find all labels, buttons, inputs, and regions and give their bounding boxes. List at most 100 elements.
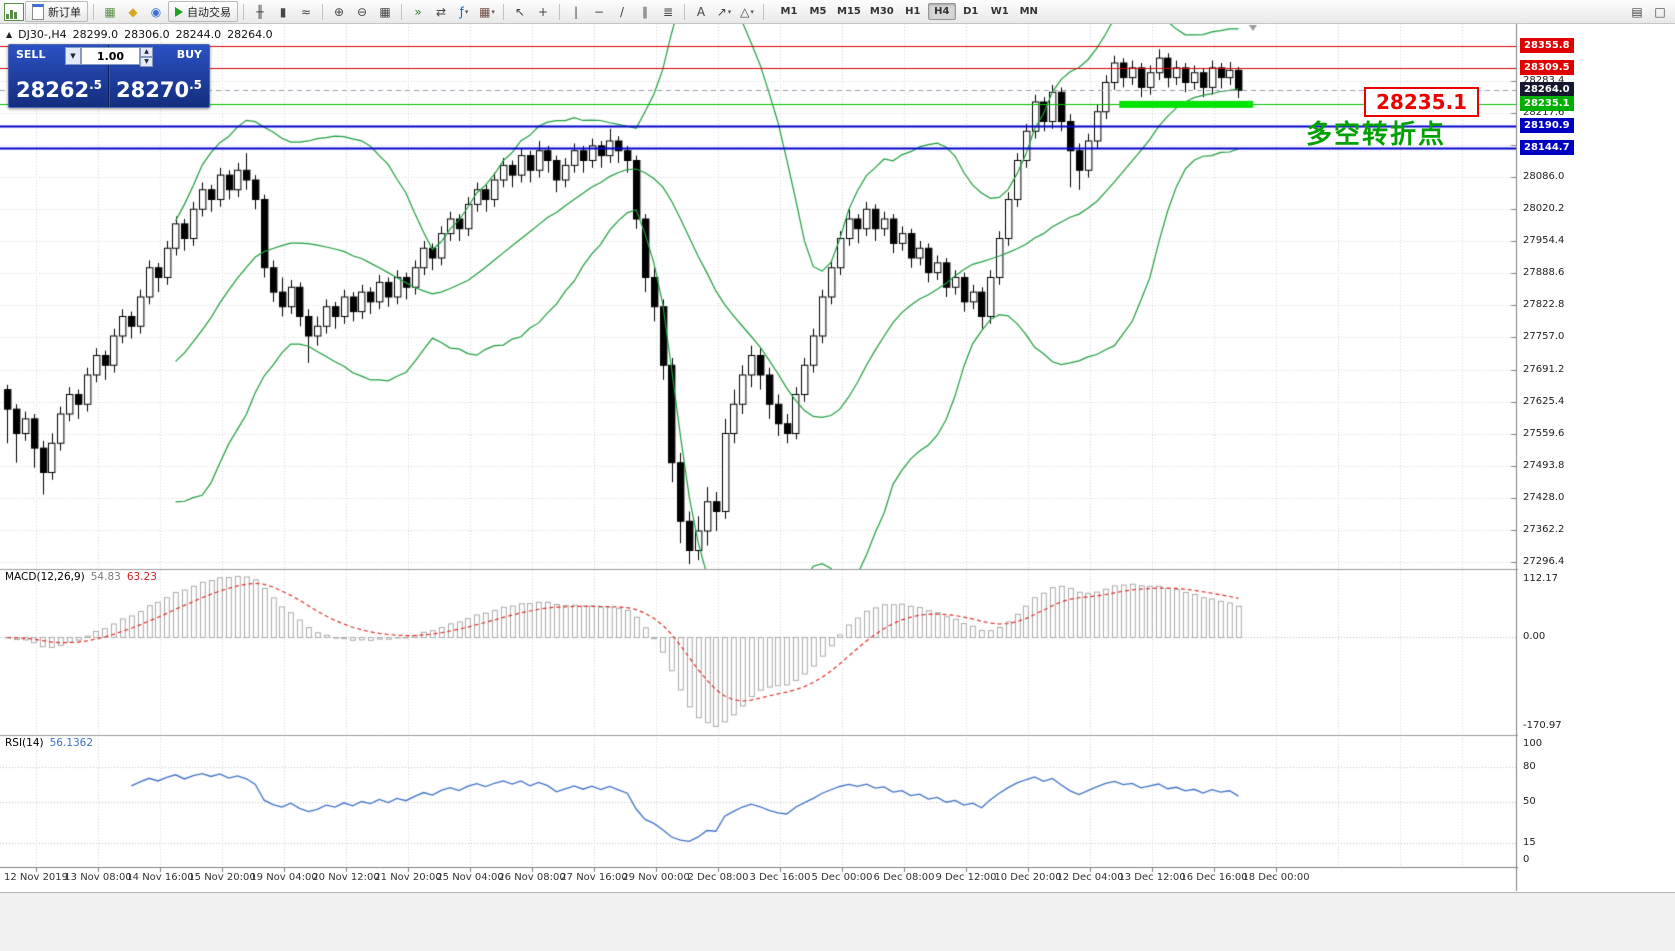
price-grid-label: 27493.8 bbox=[1523, 459, 1565, 471]
volume-input[interactable] bbox=[81, 47, 140, 65]
price-chart-canvas[interactable] bbox=[0, 24, 1518, 891]
arrows-icon[interactable]: ↗ ▾ bbox=[716, 4, 732, 19]
time-axis-label: 6 Dec 08:00 bbox=[873, 872, 935, 883]
time-axis-label: 15 Nov 20:00 bbox=[188, 872, 256, 883]
price-level-badge: 28309.5 bbox=[1520, 60, 1574, 76]
community-icon[interactable]: ◉ bbox=[150, 4, 162, 19]
time-axis-label: 26 Nov 08:00 bbox=[498, 872, 566, 883]
auto-scroll-icon[interactable]: » bbox=[414, 4, 422, 19]
charts-window-icon[interactable]: ▦ bbox=[104, 4, 116, 19]
toolbar-separator bbox=[763, 3, 764, 20]
profiles-icon[interactable]: ◆ bbox=[128, 4, 138, 19]
dropdown-arrow-icon: ▾ bbox=[464, 7, 469, 16]
toolbar-separator bbox=[559, 3, 560, 20]
time-axis-label: 29 Nov 00:00 bbox=[622, 872, 690, 883]
price-grid-label: 28217.6 bbox=[1523, 106, 1565, 118]
timeframe-mn[interactable]: MN bbox=[1019, 6, 1038, 17]
price-grid-label: 27559.6 bbox=[1523, 427, 1565, 439]
time-axis-label: 18 Dec 00:00 bbox=[1242, 872, 1310, 883]
zoom-out-icon[interactable]: ⊖ bbox=[356, 4, 368, 19]
cursor-icon[interactable]: ↖ bbox=[514, 4, 526, 19]
window-arrange-icon[interactable]: □ bbox=[1654, 4, 1666, 19]
rsi-axis-label: 15 bbox=[1523, 836, 1536, 848]
timeframe-m1[interactable]: M1 bbox=[780, 6, 798, 17]
volume-dropdown[interactable]: ▼ bbox=[65, 47, 81, 65]
macd-axis-label: -170.97 bbox=[1523, 719, 1562, 731]
time-axis-label: 10 Dec 20:00 bbox=[994, 872, 1062, 883]
new-order-button[interactable]: 新订单 bbox=[25, 1, 88, 22]
price-level-callout[interactable]: 28235.1 bbox=[1364, 87, 1480, 117]
rsi-axis-label: 50 bbox=[1523, 796, 1536, 807]
shapes-icon[interactable]: △ ▾ bbox=[740, 4, 754, 19]
toolbar-separator bbox=[401, 3, 402, 20]
open-value: 28299.0 bbox=[72, 28, 119, 41]
text-label-icon[interactable]: A bbox=[696, 4, 706, 19]
vertical-line-icon[interactable]: | bbox=[573, 4, 579, 19]
time-axis-label: 25 Nov 04:00 bbox=[436, 872, 504, 883]
price-grid-label: 27428.0 bbox=[1523, 491, 1565, 503]
collapse-panel-icon[interactable]: ▲ bbox=[6, 30, 13, 39]
indicators-icon[interactable]: ƒ ▾ bbox=[459, 4, 469, 19]
price-grid-label: 28086.0 bbox=[1523, 171, 1565, 183]
price-grid-label: 28020.2 bbox=[1523, 203, 1565, 215]
time-axis-label: 20 Nov 12:00 bbox=[312, 872, 380, 883]
one-click-trading-panel: SELL 28262.5 BUY 28270.5 ▼ ▲ ▼ bbox=[8, 44, 210, 108]
price-grid-label: 27362.2 bbox=[1523, 523, 1565, 535]
toolbar-separator bbox=[322, 3, 323, 20]
time-axis-label: 19 Nov 04:00 bbox=[250, 872, 318, 883]
timeframe-d1[interactable]: D1 bbox=[963, 6, 979, 17]
price-grid-label: 27888.6 bbox=[1523, 267, 1565, 279]
timeframe-h4[interactable]: H4 bbox=[927, 3, 956, 20]
timeframe-w1[interactable]: W1 bbox=[990, 6, 1009, 17]
tile-windows-icon[interactable]: ▦ bbox=[379, 4, 391, 19]
rsi-indicator-label: RSI(14) 56.1362 bbox=[5, 737, 94, 749]
fibonacci-icon[interactable]: ≣ bbox=[662, 4, 674, 19]
time-axis-label: 3 Dec 16:00 bbox=[749, 872, 811, 883]
dropdown-arrow-icon: ▾ bbox=[491, 7, 495, 16]
templates-icon[interactable]: ▦ ▾ bbox=[479, 4, 495, 19]
auto-trading-button[interactable]: 自动交易 bbox=[168, 1, 238, 22]
play-icon bbox=[175, 6, 183, 17]
pivot-note-text[interactable]: 多空转折点 bbox=[1306, 120, 1447, 150]
time-axis-label: 2 Dec 08:00 bbox=[687, 872, 749, 883]
timeframe-m30[interactable]: M30 bbox=[869, 6, 894, 17]
macd-signal-value: 63.23 bbox=[126, 571, 157, 583]
volume-up-button[interactable]: ▲ bbox=[140, 47, 153, 57]
sell-price: 28262.5 bbox=[16, 78, 102, 102]
toolbar-separator bbox=[243, 3, 244, 20]
buy-label: BUY bbox=[176, 48, 202, 61]
trendline-icon[interactable]: / bbox=[619, 4, 625, 19]
neworder-icon bbox=[32, 3, 44, 20]
panel-resize-handle-macd[interactable] bbox=[0, 567, 1518, 573]
timeframe-m5[interactable]: M5 bbox=[809, 6, 827, 17]
time-axis-label: 21 Nov 20:00 bbox=[374, 872, 442, 883]
volume-down-button[interactable]: ▼ bbox=[140, 57, 153, 67]
data-window-icon[interactable]: ▤ bbox=[1631, 4, 1643, 19]
zoom-in-icon[interactable]: ⊕ bbox=[333, 4, 345, 19]
low-value: 28244.0 bbox=[175, 28, 222, 41]
candlestick-chart-icon[interactable]: ▮ bbox=[279, 4, 287, 19]
price-level-badge: 28190.9 bbox=[1520, 117, 1574, 133]
chart-shift-icon[interactable]: ⇄ bbox=[435, 4, 447, 19]
symbol-period: DJ30-,H4 bbox=[18, 28, 67, 41]
toolbar-separator bbox=[93, 3, 94, 20]
price-level-badge: 28235.1 bbox=[1520, 96, 1574, 112]
high-value: 28306.0 bbox=[124, 28, 170, 41]
macd-axis-label: 112.17 bbox=[1523, 573, 1558, 585]
sell-button[interactable]: SELL 28262.5 bbox=[9, 45, 109, 107]
timeframe-h1[interactable]: H1 bbox=[905, 6, 921, 17]
equidistant-channel-icon[interactable]: ∥ bbox=[642, 4, 648, 19]
toolbar: 新订单 ▦ ◆ ◉ 自动交易 ╫ ▮ ≈ ⊕ ⊖ ▦ » ⇄ ƒ ▾ ▦ ▾ ↖ + | − / ∥ ≣ A ↗ ▾ △ ▾ M1 M5 M1… bbox=[0, 0, 1675, 24]
price-grid-label: 28283.4 bbox=[1523, 74, 1565, 86]
horizontal-line-icon[interactable]: − bbox=[593, 4, 605, 19]
line-chart-icon[interactable]: ≈ bbox=[300, 4, 312, 19]
dropdown-arrow-icon: ▾ bbox=[727, 7, 732, 16]
bar-chart-icon[interactable]: ╫ bbox=[256, 4, 264, 19]
macd-indicator-label: MACD(12,26,9) 54.83 63.23 bbox=[5, 571, 157, 583]
panel-resize-handle-rsi[interactable] bbox=[0, 733, 1518, 739]
button-label: 自动交易 bbox=[187, 5, 231, 19]
timeframe-m15[interactable]: M15 bbox=[837, 6, 861, 17]
buy-button[interactable]: BUY 28270.5 bbox=[109, 45, 209, 107]
toolbar-separator bbox=[684, 3, 685, 20]
crosshair-icon[interactable]: + bbox=[537, 4, 549, 19]
